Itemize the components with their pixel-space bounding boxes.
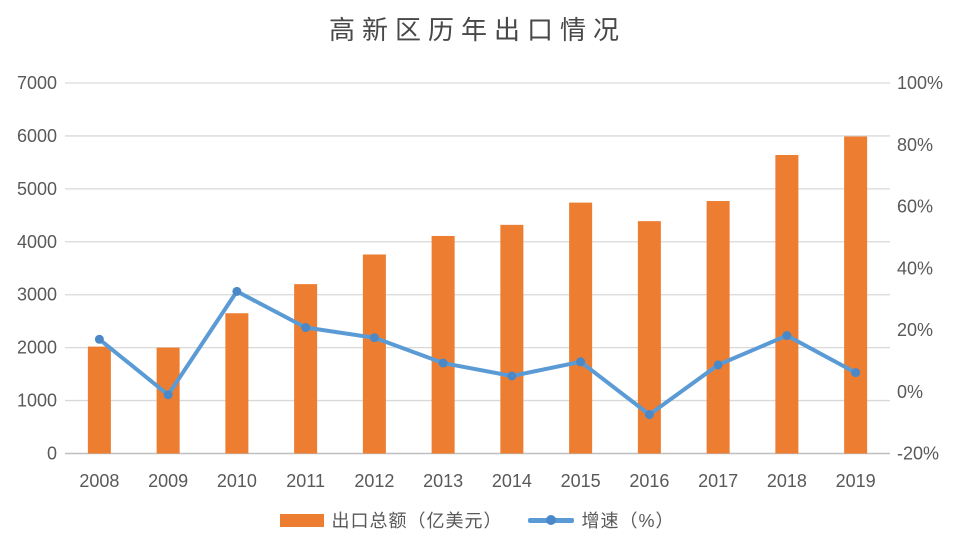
x-axis-label: 2014 — [492, 471, 532, 491]
right-axis-tick: 40% — [897, 258, 933, 278]
x-axis-label: 2008 — [79, 471, 119, 491]
line-marker-2011 — [301, 323, 311, 333]
right-axis-tick: 80% — [897, 135, 933, 155]
bar-2008 — [87, 346, 111, 454]
bar-2017 — [706, 201, 730, 454]
left-axis-tick: 5000 — [17, 179, 57, 199]
x-axis-label: 2013 — [423, 471, 463, 491]
x-axis-label: 2018 — [767, 471, 807, 491]
line-marker-2017 — [713, 360, 723, 370]
legend-line-marker-dot — [546, 515, 557, 525]
x-axis-label: 2015 — [561, 471, 601, 491]
right-axis-tick: 20% — [897, 320, 933, 340]
x-axis-label: 2019 — [836, 471, 876, 491]
x-axis-label: 2016 — [629, 471, 669, 491]
legend-bar-label: 出口总额（亿美元） — [331, 511, 503, 531]
left-axis-tick: 3000 — [17, 285, 57, 305]
right-axis-tick: -20% — [897, 444, 939, 464]
chart-title: 高新区历年出口情况 — [328, 16, 626, 45]
line-marker-2015 — [576, 357, 586, 367]
right-axis-tick: 0% — [897, 382, 923, 402]
bar-2009 — [156, 347, 180, 454]
legend: 出口总额（亿美元） 增速（%） — [0, 506, 955, 534]
line-marker-2014 — [507, 371, 517, 381]
right-axis-tick: 60% — [897, 197, 933, 217]
bar-2019 — [844, 136, 868, 454]
left-axis-tick: 4000 — [17, 232, 57, 252]
left-axis-tick: 6000 — [17, 126, 57, 146]
bar-2015 — [569, 202, 593, 454]
x-axis-label: 2017 — [698, 471, 738, 491]
x-axis-label: 2011 — [286, 471, 325, 491]
legend-line-swatch — [528, 515, 575, 525]
bar-2011 — [294, 284, 318, 454]
left-axis-tick: 7000 — [17, 73, 57, 93]
left-axis-tick: 0 — [47, 444, 57, 464]
legend-line-label: 增速（%） — [581, 511, 675, 531]
line-marker-2008 — [94, 334, 104, 344]
bar-2012 — [362, 254, 386, 454]
line-marker-2009 — [163, 390, 173, 400]
bar-2018 — [775, 154, 799, 454]
line-marker-2013 — [438, 358, 448, 368]
right-axis-tick: 100% — [897, 73, 943, 93]
bar-2014 — [500, 224, 524, 454]
left-axis-tick: 1000 — [17, 391, 57, 411]
line-marker-2019 — [851, 368, 861, 378]
line-marker-2012 — [369, 333, 379, 343]
line-marker-2010 — [232, 286, 242, 296]
x-axis-label: 2012 — [354, 471, 394, 491]
growth-line — [97, 289, 858, 417]
bar-2010 — [225, 313, 249, 454]
left-axis-tick: 2000 — [17, 338, 57, 358]
line-marker-2016 — [644, 410, 654, 420]
x-axis-label: 2009 — [148, 471, 188, 491]
bar-2013 — [431, 235, 455, 454]
legend-bar-swatch — [280, 513, 325, 527]
x-axis-label: 2010 — [217, 471, 257, 491]
bar-2016 — [637, 221, 661, 454]
line-marker-2018 — [782, 331, 792, 341]
